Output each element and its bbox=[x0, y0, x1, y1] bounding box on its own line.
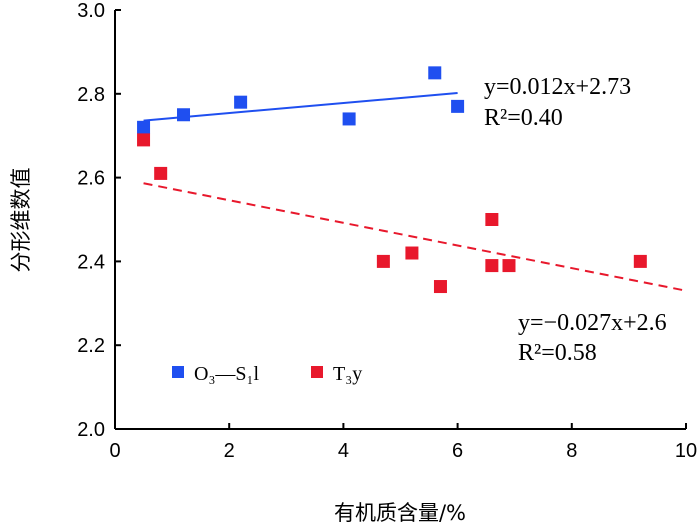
x-axis-label: 有机质含量/% bbox=[334, 501, 466, 525]
x-tick-label: 4 bbox=[338, 440, 349, 462]
data-point-series-1 bbox=[633, 254, 647, 268]
data-point-series-1 bbox=[376, 254, 390, 268]
legend-label-blue: O₃—S₁l bbox=[194, 363, 260, 385]
data-point-series-0 bbox=[137, 120, 151, 134]
x-tick-label: 10 bbox=[675, 440, 697, 462]
y-tick-label: 3.0 bbox=[77, 0, 105, 22]
x-tick-label: 6 bbox=[452, 440, 463, 462]
data-point-series-1 bbox=[154, 166, 168, 180]
data-point-series-1 bbox=[502, 259, 516, 273]
legend-marker-blue bbox=[172, 366, 184, 378]
x-tick-label: 2 bbox=[224, 440, 235, 462]
y-tick-label: 2.2 bbox=[77, 335, 105, 357]
y-tick-label: 2.4 bbox=[77, 251, 105, 273]
data-point-series-0 bbox=[234, 95, 248, 109]
legend-label-red: T₃y bbox=[333, 363, 362, 385]
data-point-series-0 bbox=[451, 99, 465, 113]
data-point-series-1 bbox=[485, 259, 499, 273]
blue-r2: R²=0.40 bbox=[484, 105, 563, 131]
x-tick-label: 8 bbox=[566, 440, 577, 462]
axes: 0 2 4 6 8 10 2.0 2.2 2.4 2.6 2.8 3.0 bbox=[77, 0, 697, 462]
data-point-series-1 bbox=[433, 280, 447, 294]
data-point-series-0 bbox=[342, 112, 356, 126]
data-points bbox=[137, 66, 647, 294]
red-r2: R²=0.58 bbox=[518, 340, 597, 366]
legend-marker-red bbox=[311, 366, 323, 378]
trendlines bbox=[143, 91, 687, 292]
y-tick-label: 2.0 bbox=[77, 419, 105, 441]
blue-equation: y=0.012x+2.73 bbox=[484, 74, 631, 100]
y-axis-label: 分形维数值 bbox=[9, 168, 33, 273]
trendline-0 bbox=[143, 91, 458, 122]
data-point-series-1 bbox=[485, 213, 499, 226]
y-tick-label: 2.8 bbox=[77, 84, 105, 106]
trendline-1 bbox=[143, 182, 687, 292]
data-point-series-0 bbox=[428, 66, 442, 80]
x-tick-label: 0 bbox=[109, 440, 120, 462]
data-point-series-1 bbox=[405, 246, 419, 260]
data-point-series-1 bbox=[137, 133, 151, 147]
red-equation: y=−0.027x+2.6 bbox=[518, 310, 667, 336]
y-tick-label: 2.6 bbox=[77, 168, 105, 190]
data-point-series-0 bbox=[177, 108, 191, 122]
legend: O₃—S₁l T₃y bbox=[172, 363, 362, 385]
